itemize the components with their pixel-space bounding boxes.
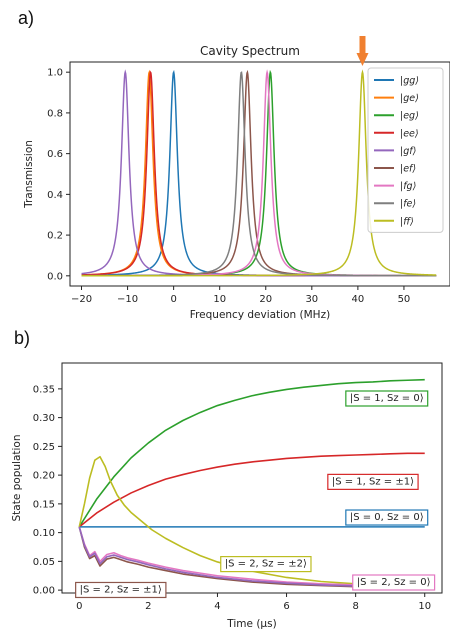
- chart-b-ytick-label-5: 0.25: [33, 442, 55, 453]
- chart-b-xtick-label-4: 8: [352, 601, 358, 612]
- chart-b-ytick-label-4: 0.20: [33, 471, 55, 482]
- chart-a-ytick-label-5: 1.0: [47, 68, 63, 79]
- state-label-box-1: [327, 473, 419, 490]
- chart-b-xtick-label-2: 4: [214, 601, 220, 612]
- chart-b-yticks: 0.00 0.05 0.10 0.15 0.20 0.25 0.30 0.35: [33, 384, 62, 597]
- panel-label-b: b): [14, 328, 30, 348]
- chart-a-legend: |gg⟩ |ge⟩ |eg⟩ |ee⟩ |gf⟩ |ef⟩ |fg⟩ |fe⟩ |ff⟩: [367, 67, 444, 233]
- chart-a-xtick-label-2: 0: [170, 294, 176, 305]
- population-line-6: [78, 526, 425, 589]
- chart-b-ylabel: State population: [11, 434, 23, 521]
- population-line-1: [78, 452, 425, 528]
- legend-label-7: |fe⟩: [400, 199, 416, 210]
- state-label-5: |S = 2, Sz = ±1⟩: [80, 584, 162, 595]
- population-line-3: [78, 455, 425, 587]
- chart-a-curves: [81, 69, 437, 277]
- chart-a-ytick-label-4: 0.8: [47, 108, 63, 119]
- state-label-2: |S = 0, Sz = 0⟩: [350, 512, 424, 523]
- chart-b-xtick-label-3: 6: [283, 601, 289, 612]
- chart-b-xlabel: Time (μs): [226, 618, 276, 630]
- legend-label-5: |ef⟩: [400, 164, 416, 175]
- chart-a-ytick-label-0: 0.0: [47, 271, 63, 282]
- chart-b-xtick-label-1: 2: [145, 601, 151, 612]
- state-label-box-4: [352, 574, 436, 591]
- state-population-chart: 0 2 4 6 8 10 0.00 0.05 0.10 0.15 0.20 0.25 0.30 0.35…: [11, 362, 443, 630]
- population-line-0: [78, 378, 425, 528]
- spectrum-line-8: [81, 69, 437, 277]
- chart-b-ytick-label-3: 0.15: [33, 499, 55, 510]
- legend-label-2: |eg⟩: [400, 111, 419, 122]
- chart-a-xtick-label-5: 30: [305, 294, 318, 305]
- marker-shaft: [359, 36, 366, 54]
- chart-a-plot-frame: [69, 61, 450, 287]
- chart-a-yticks: 0.0 0.2 0.4 0.6 0.8 1.0: [47, 68, 70, 282]
- legend-label-8: |ff⟩: [400, 216, 414, 227]
- legend-label-4: |gf⟩: [400, 146, 416, 157]
- state-label-box-0: [345, 390, 429, 407]
- state-label-box-2: [345, 509, 429, 526]
- chart-b-curves: [78, 378, 425, 589]
- state-label-0: |S = 1, Sz = 0⟩: [350, 393, 424, 404]
- chart-a-ylabel: Transmission: [23, 140, 35, 209]
- chart-a-ytick-label-1: 0.2: [47, 231, 63, 242]
- chart-a-legend-box: [367, 67, 444, 233]
- chart-b-plot-frame: [61, 362, 443, 594]
- chart-a-xtick-label-6: 40: [352, 294, 365, 305]
- chart-b-ytick-label-2: 0.10: [33, 528, 55, 539]
- marker-head: [356, 53, 369, 66]
- chart-a-xticks: −20 −10 0 10 20 30 40 50: [71, 286, 410, 305]
- chart-a-xlabel: Frequency deviation (MHz): [190, 309, 330, 321]
- legend-label-1: |ge⟩: [400, 93, 419, 104]
- legend-label-6: |fg⟩: [400, 181, 416, 192]
- orange-arrow-marker: [356, 36, 369, 66]
- chart-b-ytick-label-7: 0.35: [33, 384, 55, 395]
- state-label-3: |S = 2, Sz = ±2⟩: [225, 559, 307, 570]
- chart-b-ytick-label-1: 0.05: [33, 557, 55, 568]
- panel-label-a: a): [18, 8, 34, 28]
- population-line-4: [78, 526, 425, 587]
- state-label-4: |S = 2, Sz = 0⟩: [357, 577, 431, 588]
- chart-b-ytick-label-0: 0.00: [33, 586, 55, 597]
- legend-label-3: |ee⟩: [400, 128, 419, 139]
- chart-a-xtick-label-4: 20: [259, 294, 272, 305]
- chart-a-ytick-label-3: 0.6: [47, 149, 63, 160]
- legend-label-0: |gg⟩: [400, 76, 419, 87]
- chart-a-xtick-label-7: 50: [398, 294, 411, 305]
- state-label-1: |S = 1, Sz = ±1⟩: [332, 476, 414, 487]
- chart-b-xtick-label-0: 0: [76, 601, 82, 612]
- chart-a-xtick-label-0: −20: [71, 294, 92, 305]
- chart-a-ytick-label-2: 0.4: [47, 190, 63, 201]
- cavity-spectrum-chart: Cavity Spectrum −20 −10 0 10 20 30 40 50 0.0 0.2…: [23, 36, 450, 321]
- chart-b-xtick-label-5: 10: [418, 601, 431, 612]
- chart-b-state-labels: |S = 1, Sz = 0⟩ |S = 1, Sz = ±1⟩ |S = 0, S…: [75, 390, 436, 599]
- chart-a-xtick-label-3: 10: [213, 294, 226, 305]
- state-label-box-3: [220, 555, 312, 573]
- chart-a-xtick-label-1: −10: [117, 294, 138, 305]
- chart-b-ytick-label-6: 0.30: [33, 413, 55, 424]
- state-label-box-5: [75, 581, 167, 599]
- chart-a-title: Cavity Spectrum: [200, 44, 300, 58]
